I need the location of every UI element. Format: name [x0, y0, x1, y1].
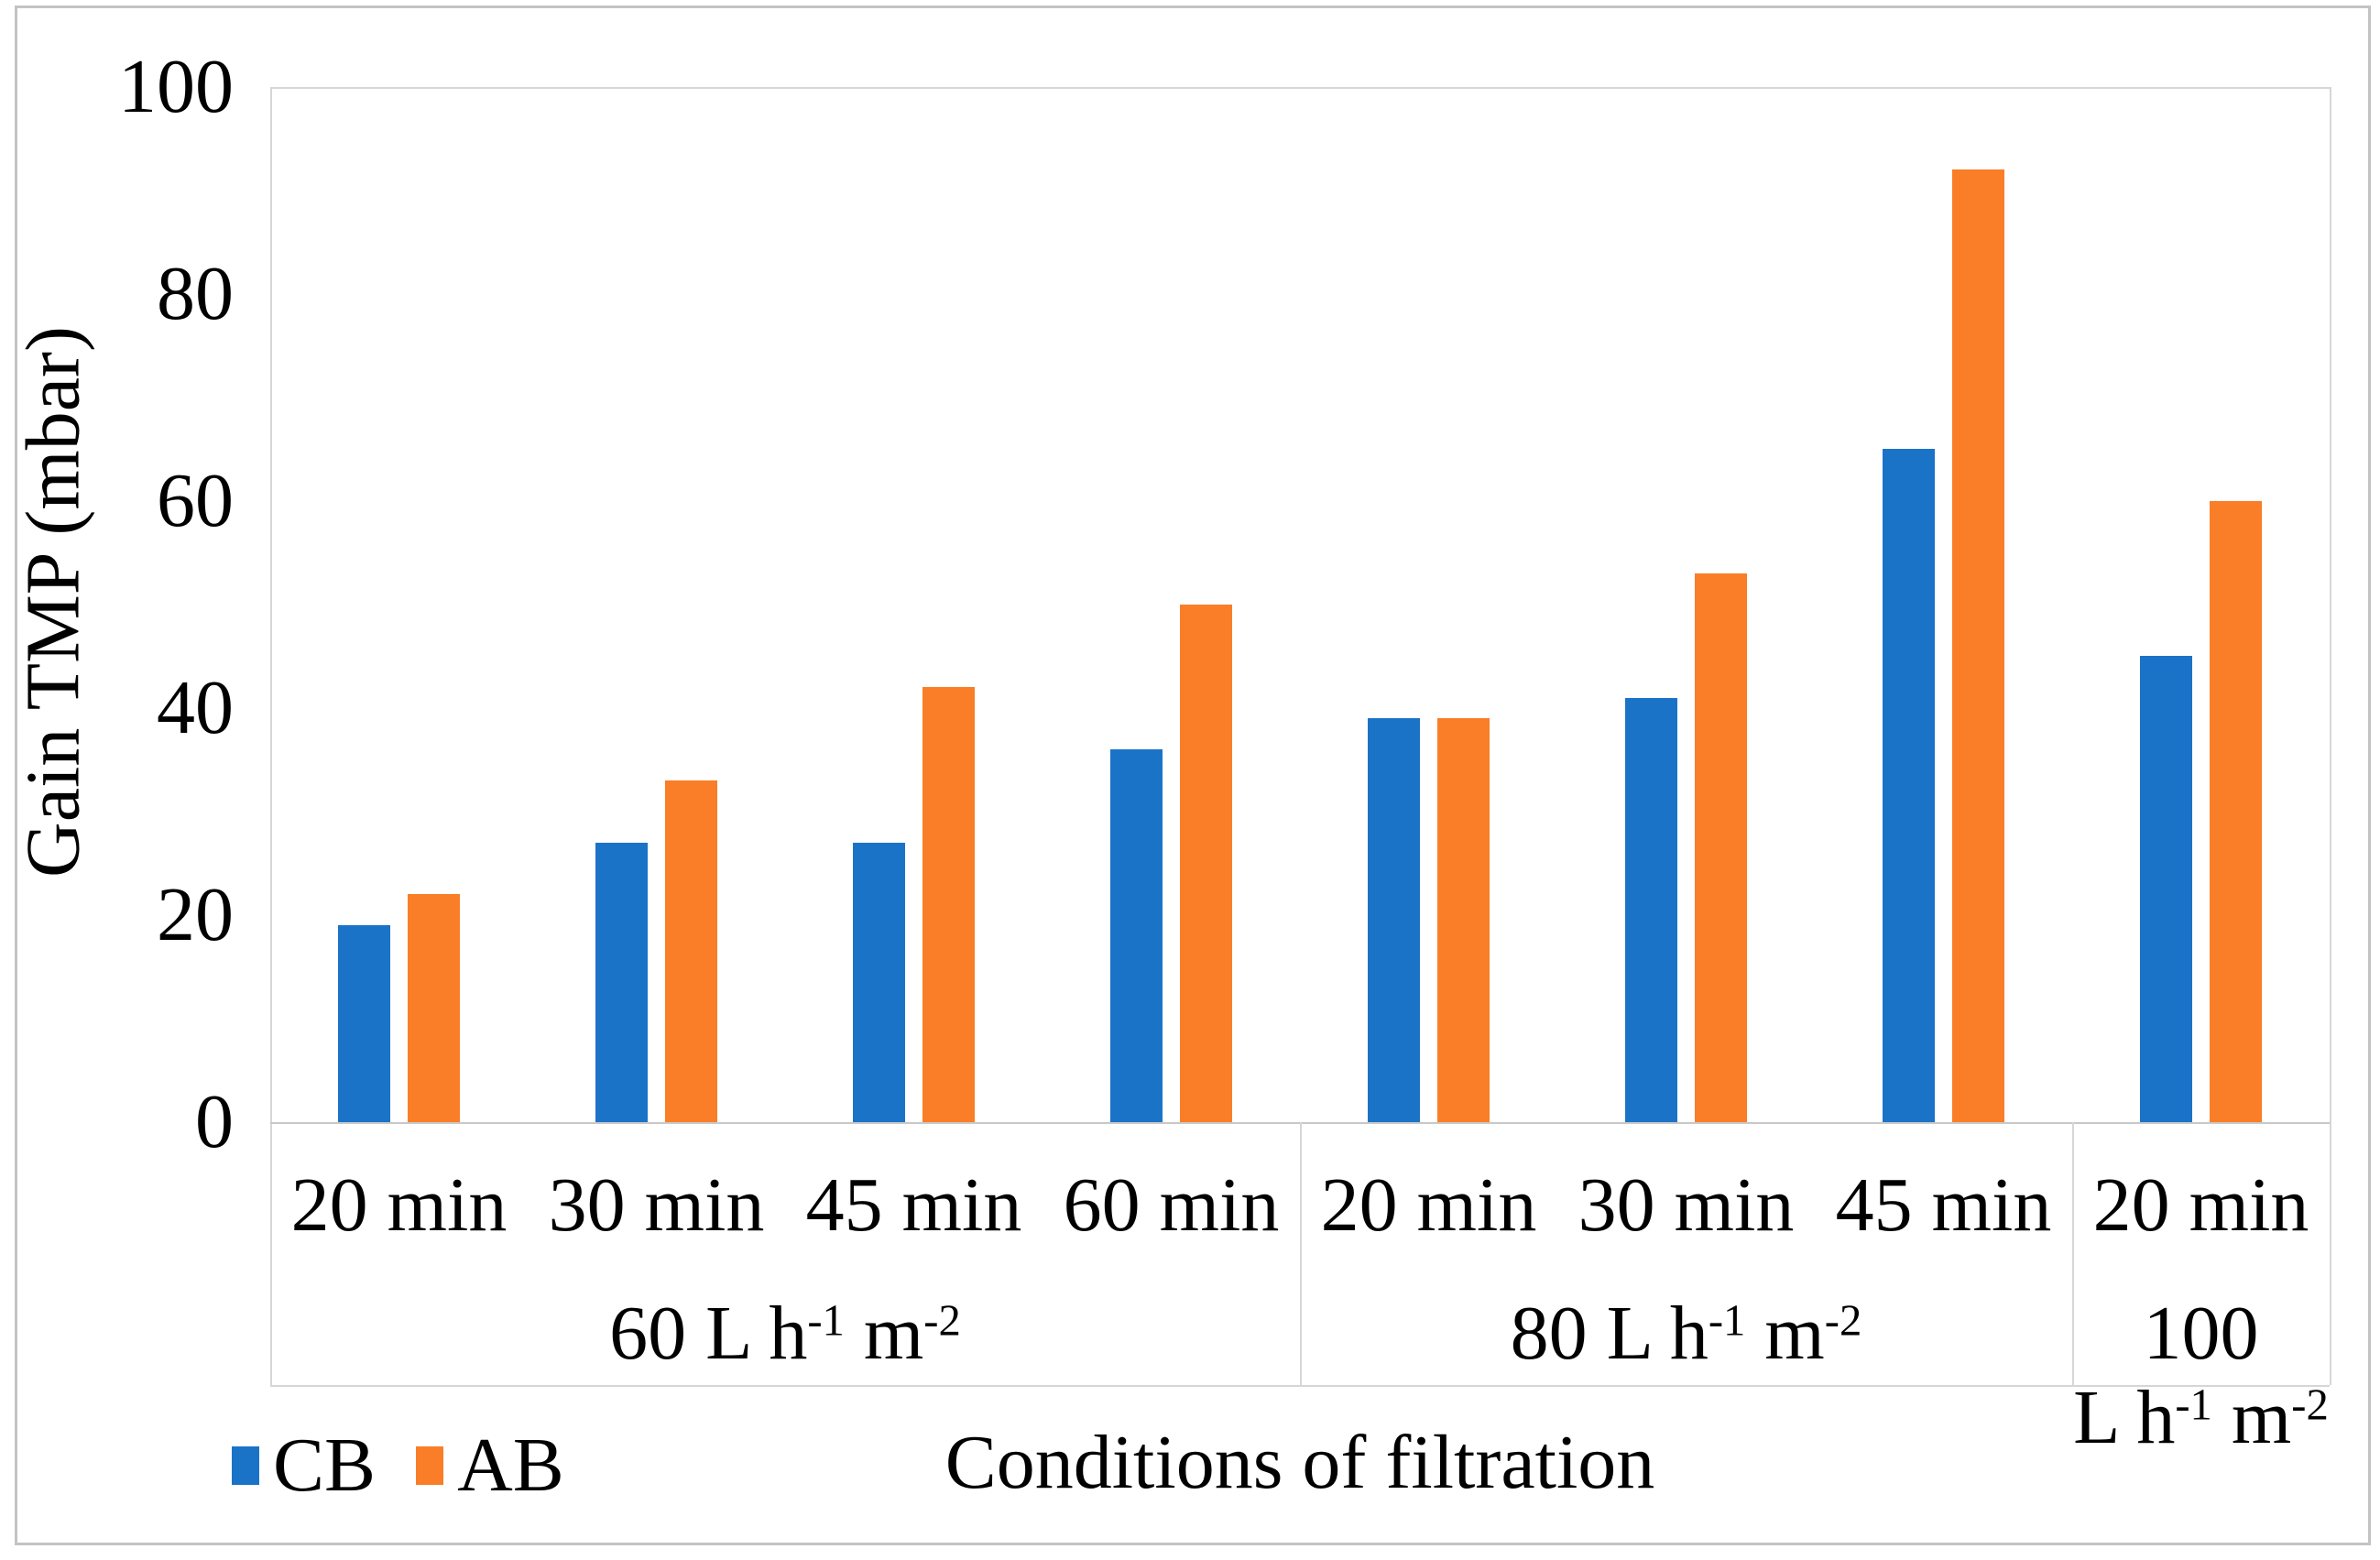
bar-cb-7	[1883, 449, 1935, 1122]
legend-swatch-cb	[232, 1446, 259, 1485]
bar-ab-2	[665, 780, 717, 1122]
bar-cb-4	[1110, 749, 1163, 1122]
y-axis-line	[270, 87, 272, 1385]
category-label-8: 20 min	[2092, 1162, 2309, 1248]
bar-cb-6	[1625, 698, 1677, 1122]
group-label-1: 60 L h-1 m-2	[270, 1292, 1300, 1376]
axis-label-bottom-line	[270, 1385, 2330, 1387]
superscript-exponent: -2	[923, 1295, 961, 1346]
y-tick-label-60: 60	[157, 458, 234, 543]
superscript-exponent: -2	[1824, 1295, 1862, 1346]
bar-cb-5	[1368, 718, 1420, 1122]
group-label-line: 100	[2143, 1291, 2259, 1376]
category-label-7: 45 min	[1835, 1162, 2052, 1248]
superscript-exponent: -1	[807, 1295, 845, 1346]
category-label-3: 45 min	[805, 1162, 1022, 1248]
x-axis-title: Conditions of filtration	[944, 1420, 1655, 1505]
bar-cb-2	[595, 843, 648, 1122]
y-tick-label-20: 20	[157, 872, 234, 957]
bar-ab-1	[408, 894, 460, 1122]
bar-ab-3	[923, 687, 975, 1122]
group-separator-1	[1300, 1122, 1302, 1385]
y-tick-label-80: 80	[157, 251, 234, 336]
y-tick-label-40: 40	[157, 665, 234, 750]
plot-top-border	[270, 87, 2330, 89]
bar-ab-6	[1695, 573, 1747, 1122]
category-label-2: 30 min	[548, 1162, 765, 1248]
group-label-3: 100 L h-1 m-2	[2072, 1292, 2330, 1460]
group-label-line: L h-1 m-2	[2073, 1375, 2329, 1460]
category-label-4: 60 min	[1063, 1162, 1280, 1248]
bar-cb-8	[2140, 656, 2192, 1122]
bar-ab-7	[1952, 169, 2004, 1122]
bar-ab-8	[2210, 501, 2262, 1122]
legend-item-cb: CB	[232, 1427, 376, 1504]
legend-swatch-ab	[416, 1446, 444, 1485]
bar-ab-4	[1180, 605, 1232, 1122]
y-axis-title: Gain TMP (mbar)	[10, 326, 96, 878]
group-label-line: 60 L h-1 m-2	[609, 1291, 961, 1376]
plot-right-border	[2330, 87, 2331, 1385]
superscript-exponent: -1	[2175, 1380, 2212, 1430]
bar-cb-1	[338, 925, 390, 1122]
group-label-line: 80 L h-1 m-2	[1510, 1291, 1862, 1376]
y-tick-label-0: 0	[195, 1079, 234, 1164]
bar-cb-3	[853, 843, 905, 1122]
y-tick-label-100: 100	[118, 44, 234, 129]
legend: CB AB	[232, 1418, 605, 1513]
legend-item-ab: AB	[416, 1427, 564, 1504]
category-label-5: 20 min	[1320, 1162, 1537, 1248]
category-label-1: 20 min	[290, 1162, 508, 1248]
superscript-exponent: -1	[1708, 1295, 1746, 1346]
group-label-2: 80 L h-1 m-2	[1300, 1292, 2072, 1376]
legend-label-cb: CB	[273, 1423, 377, 1508]
superscript-exponent: -2	[2291, 1380, 2329, 1430]
group-separator-2	[2072, 1122, 2074, 1385]
legend-label-ab: AB	[457, 1423, 564, 1508]
category-label-6: 30 min	[1578, 1162, 1795, 1248]
bar-ab-5	[1437, 718, 1490, 1122]
